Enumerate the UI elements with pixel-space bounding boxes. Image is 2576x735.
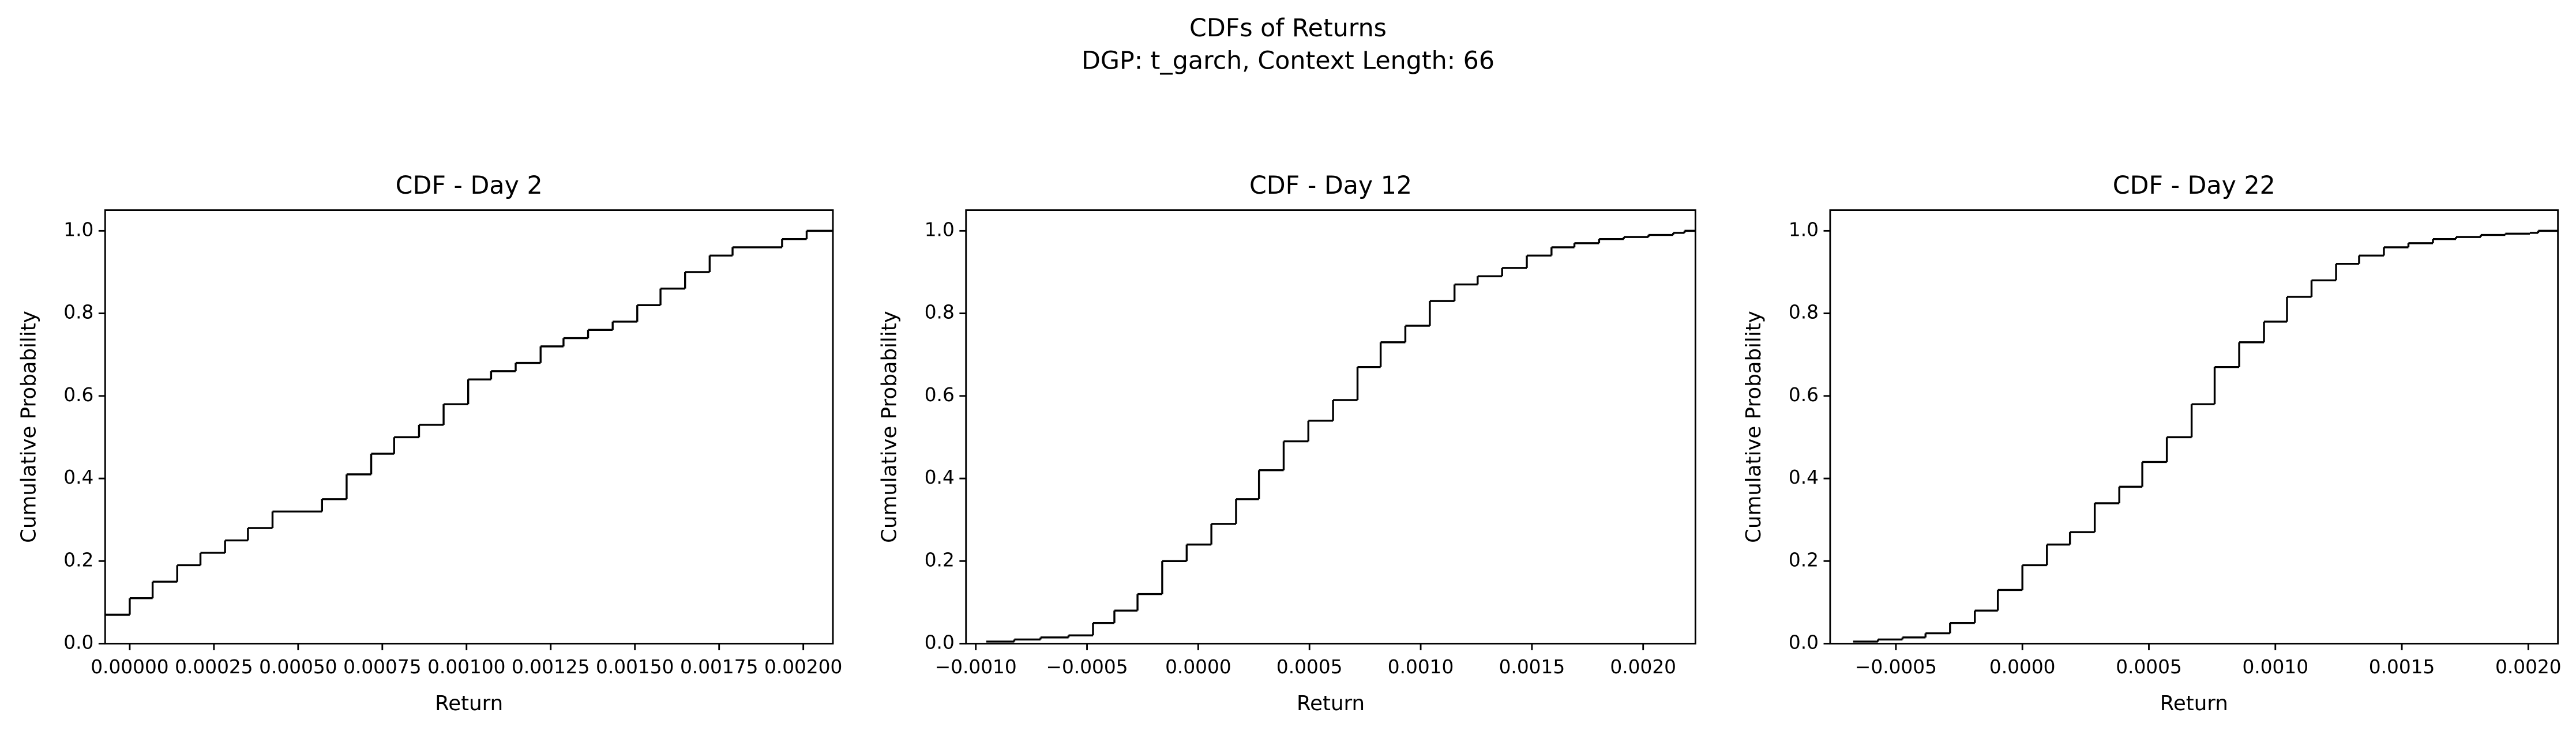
y-tick-label: 0.4: [1789, 466, 1819, 488]
x-tick-label: −0.0005: [1855, 656, 1937, 678]
x-axis-label: Return: [435, 692, 503, 715]
y-tick-label: 0.0: [1789, 631, 1819, 653]
y-axis-label: Cumulative Probability: [878, 311, 902, 543]
y-tick-label: 0.0: [63, 631, 93, 653]
step-line: [986, 229, 1696, 643]
x-tick-label: −0.0005: [1046, 656, 1128, 678]
x-tick-label: 0.00050: [259, 656, 337, 678]
x-tick-label: 0.0015: [1499, 656, 1565, 678]
x-tick-label: −0.0010: [935, 656, 1017, 678]
figure-title: CDFs of Returns: [1189, 14, 1387, 43]
y-tick-label: 1.0: [63, 218, 93, 240]
subplot-title: CDF - Day 2: [396, 171, 543, 200]
x-tick-label: 0.0000: [1989, 656, 2056, 678]
x-tick-label: 0.00025: [175, 656, 253, 678]
y-tick-label: 0.4: [63, 466, 93, 488]
y-tick-label: 0.6: [925, 384, 955, 406]
x-tick-label: 0.0015: [2369, 656, 2435, 678]
step-line: [105, 229, 833, 616]
x-tick-label: 0.00200: [764, 656, 842, 678]
x-axis-label: Return: [2160, 692, 2228, 715]
y-axis-label: Cumulative Probability: [17, 311, 40, 543]
x-tick-label: 0.00000: [91, 656, 168, 678]
subplot: CDF - Day 12 0.0 0.2 0.4 0.6 0.8 1.0 −0.0010 −0.…: [878, 171, 1696, 715]
subplot-title: CDF - Day 22: [2113, 171, 2275, 200]
y-tick-label: 0.6: [1789, 384, 1819, 406]
axes-frame: [1829, 209, 2559, 644]
y-tick-label: 0.8: [63, 301, 93, 323]
y-tick-label: 0.0: [925, 631, 955, 653]
x-tick-label: 0.0005: [2116, 656, 2182, 678]
x-tick-label: 0.00100: [427, 656, 505, 678]
x-tick-label: 0.0005: [1276, 656, 1343, 678]
x-tick-label: 0.0020: [1610, 656, 1676, 678]
axes-frame: [965, 209, 1696, 644]
x-tick-label: 0.0010: [1388, 656, 1454, 678]
step-line: [1853, 229, 2558, 643]
figure-subtitle: DGP: t_garch, Context Length: 66: [1082, 47, 1494, 76]
x-tick-label: 0.00075: [343, 656, 421, 678]
x-tick-label: 0.00150: [596, 656, 674, 678]
y-tick-label: 0.4: [925, 466, 955, 488]
x-tick-label: 0.0010: [2242, 656, 2308, 678]
y-tick-label: 0.8: [925, 301, 955, 323]
y-tick-label: 0.2: [925, 549, 955, 571]
x-tick-label: 0.0000: [1165, 656, 1231, 678]
x-tick-label: 0.0020: [2495, 656, 2562, 678]
subplot-title: CDF - Day 12: [1249, 171, 1412, 200]
y-tick-label: 0.8: [1789, 301, 1819, 323]
x-axis-label: Return: [1297, 692, 1365, 715]
subplot: CDF - Day 2 0.0 0.2 0.4 0.6 0.8 1.0 0.00000 0.00…: [17, 171, 842, 715]
y-tick-label: 1.0: [925, 218, 955, 240]
y-tick-label: 0.2: [63, 549, 93, 571]
y-tick-label: 0.6: [63, 384, 93, 406]
x-tick-label: 0.00175: [680, 656, 758, 678]
axes-frame: [104, 209, 834, 644]
y-axis-label: Cumulative Probability: [1742, 311, 1766, 543]
x-tick-label: 0.00125: [512, 656, 589, 678]
subplot: CDF - Day 22 0.0 0.2 0.4 0.6 0.8 1.0 −0.0005 0.0…: [1742, 171, 2562, 715]
y-tick-label: 0.2: [1789, 549, 1819, 571]
y-tick-label: 1.0: [1789, 218, 1819, 240]
